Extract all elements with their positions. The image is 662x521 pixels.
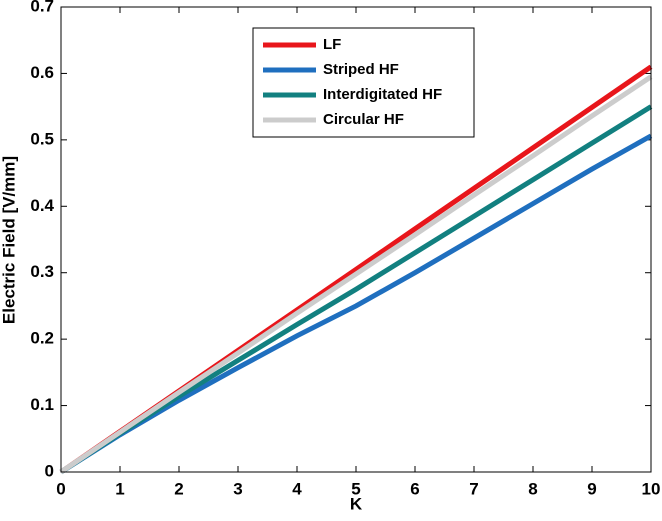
- x-tick-label: 10: [642, 479, 661, 498]
- data-line: [59, 104, 653, 475]
- x-tick-label: 4: [292, 479, 302, 498]
- legend-label: Circular HF: [323, 111, 404, 128]
- x-tick-label: 1: [115, 479, 124, 498]
- x-tick-label: 3: [233, 479, 242, 498]
- y-tick-label: 0.1: [30, 395, 54, 414]
- data-line: [59, 133, 653, 475]
- x-tick-label: 0: [56, 479, 65, 498]
- x-axis-label: K: [350, 494, 363, 513]
- y-tick-label: 0.6: [30, 63, 54, 82]
- legend-label: Interdigitated HF: [323, 86, 442, 103]
- x-tick-label: 8: [528, 479, 537, 498]
- y-tick-label: 0.2: [30, 329, 54, 348]
- y-axis-label: Electric Field [V/mm]: [0, 156, 18, 324]
- data-line: [59, 74, 653, 475]
- x-tick-label: 9: [587, 479, 596, 498]
- x-tick-label: 5: [351, 479, 360, 498]
- y-tick-label: 0.7: [30, 0, 54, 15]
- y-tick-label: 0: [45, 461, 54, 480]
- x-tick-label: 6: [410, 479, 419, 498]
- x-tick-label: 7: [469, 479, 478, 498]
- y-tick-label: 0.4: [30, 196, 54, 215]
- y-tick-label: 0.3: [30, 262, 54, 281]
- plot-frame: [60, 6, 652, 473]
- x-tick-label: 2: [174, 479, 183, 498]
- y-tick-label: 0.5: [30, 129, 54, 148]
- legend: LF Striped HF Interdigitated HF Circular HF: [252, 27, 475, 138]
- legend-label: Striped HF: [323, 61, 399, 78]
- legend-label: LF: [323, 36, 341, 53]
